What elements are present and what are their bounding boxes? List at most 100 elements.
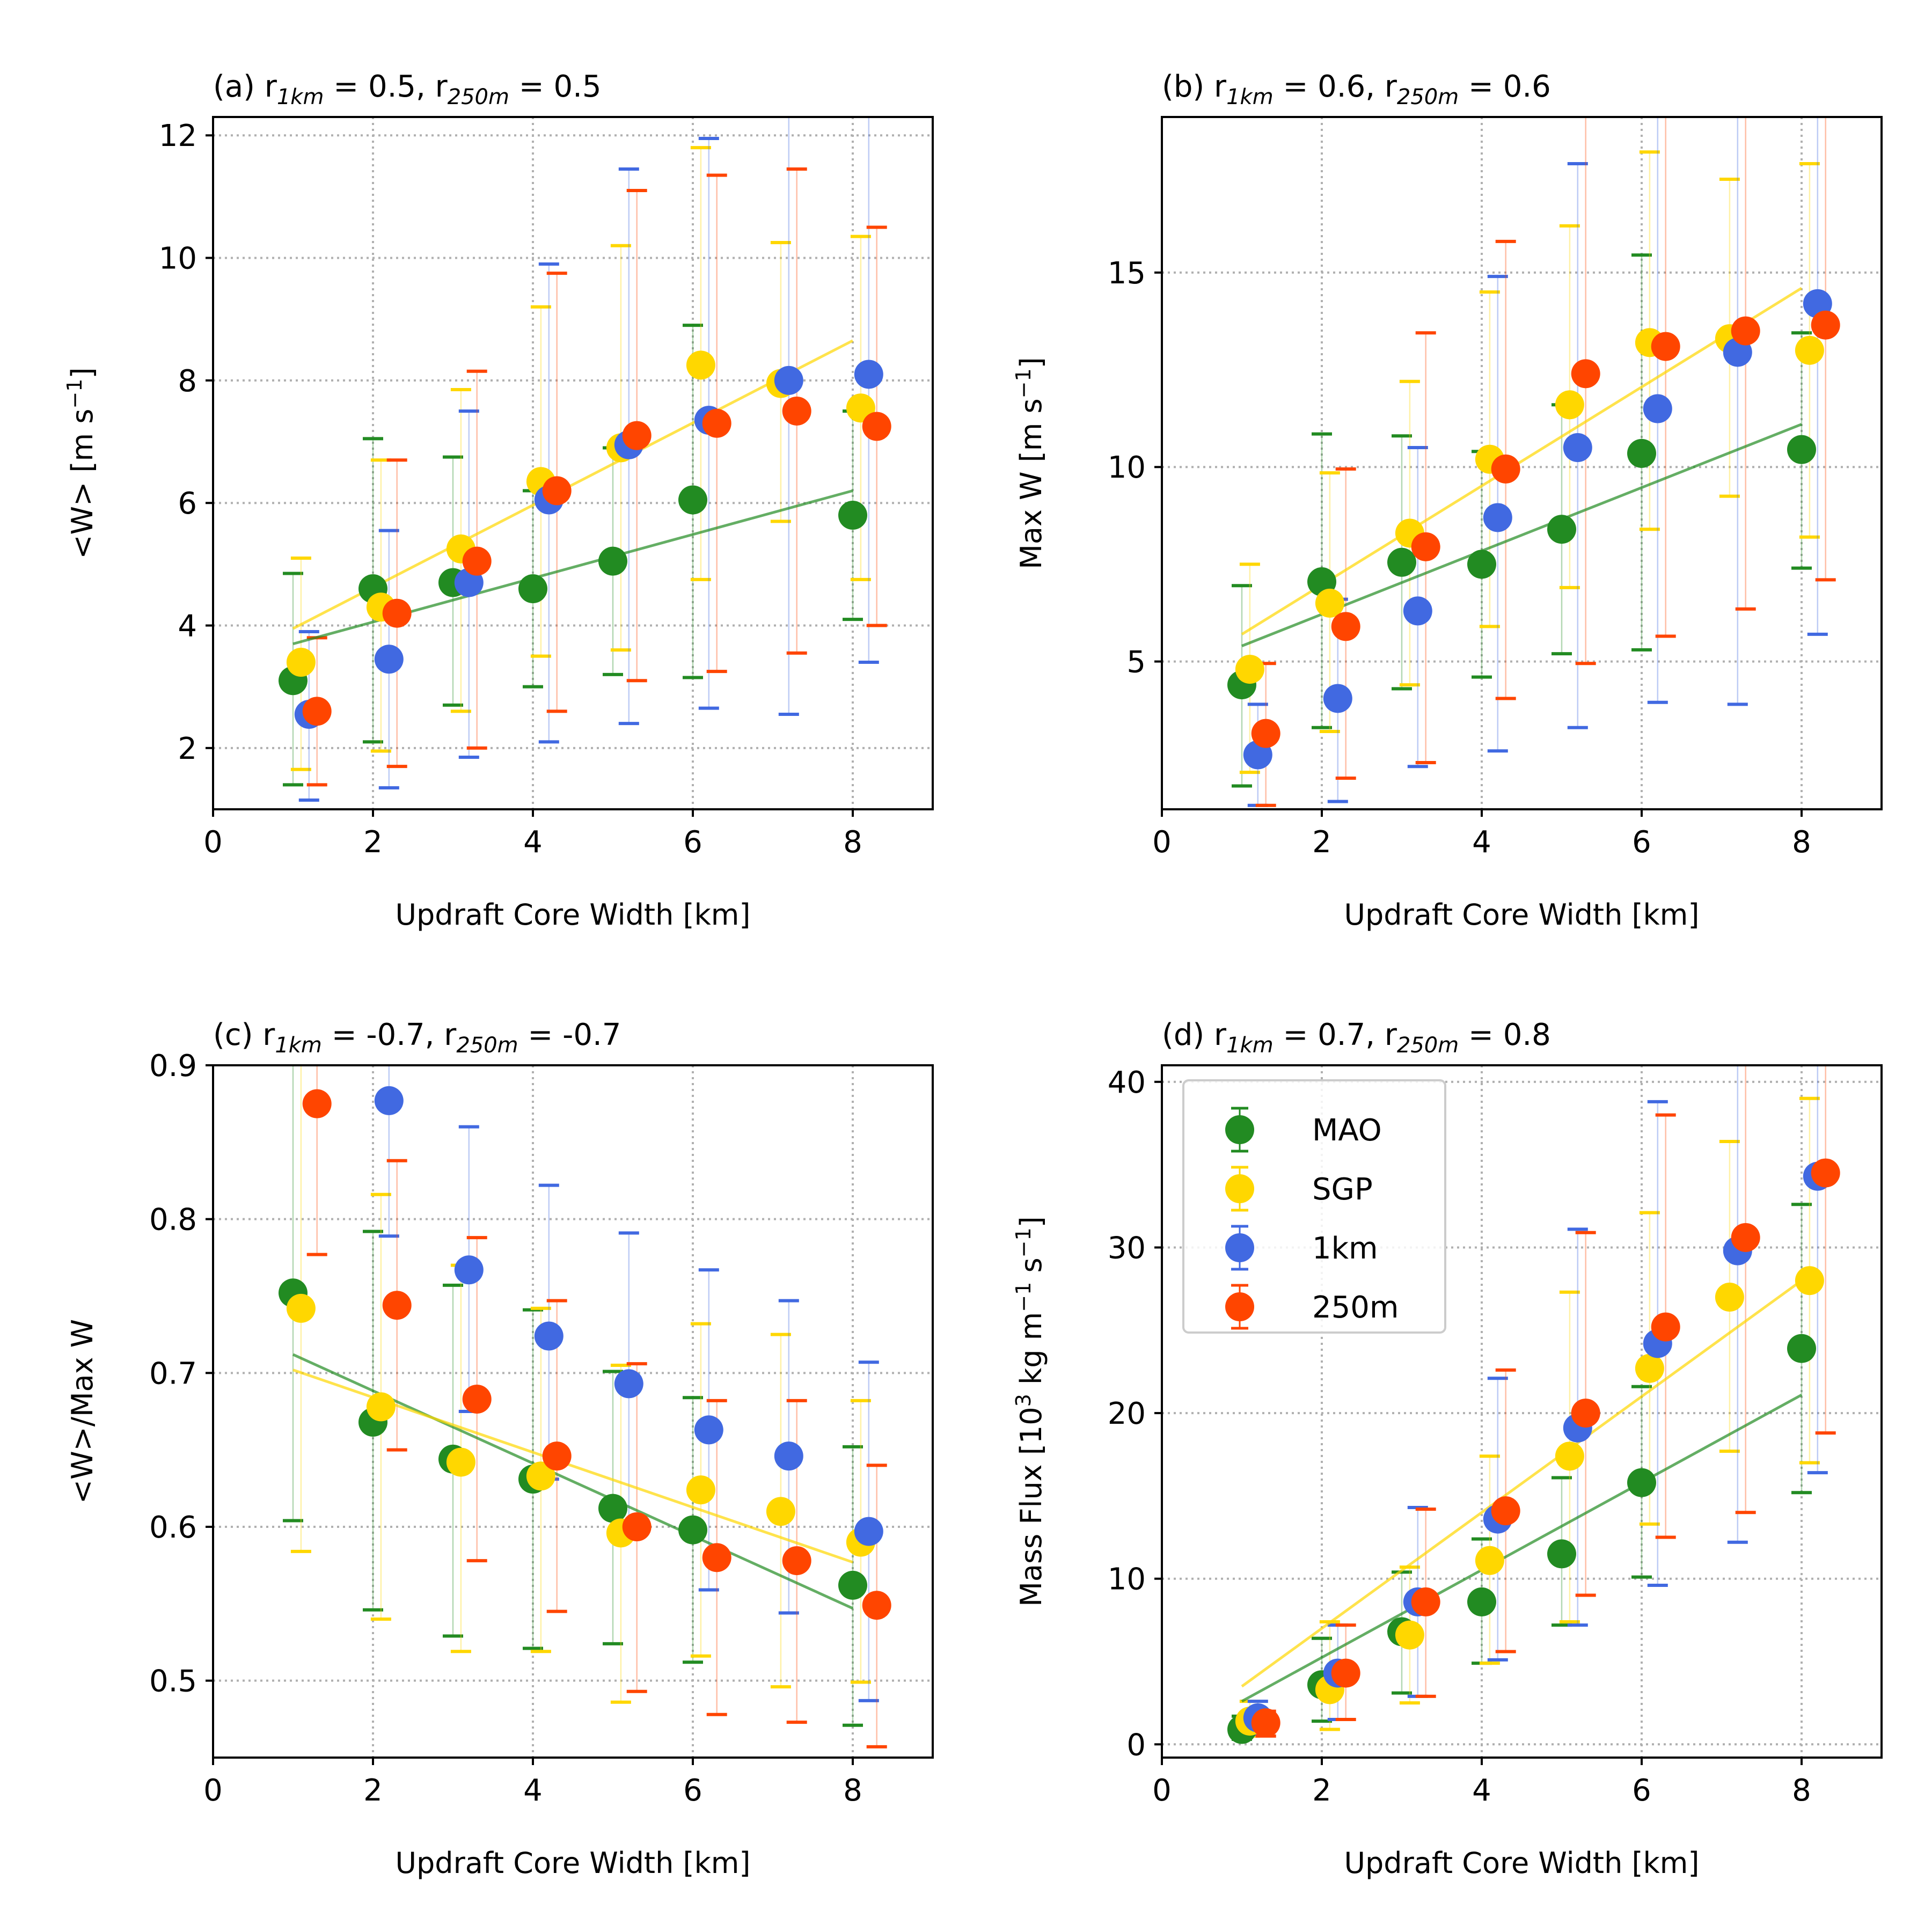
data-point-250m xyxy=(862,1591,891,1620)
data-point-1km xyxy=(774,1441,803,1471)
x-axis-label: Updraft Core Width [km] xyxy=(396,898,751,932)
data-point-250m xyxy=(1571,1399,1600,1428)
data-point-1km xyxy=(774,365,803,395)
y-label-superscript: −1 xyxy=(1012,1227,1035,1257)
x-axis-label: Updraft Core Width [km] xyxy=(1344,1846,1700,1880)
x-tick-label: 4 xyxy=(523,1773,543,1808)
y-tick-label: 40 xyxy=(1108,1065,1146,1100)
data-point-SGP xyxy=(1715,1283,1744,1312)
data-point-250m xyxy=(1251,719,1280,748)
y-tick-label: 0.7 xyxy=(149,1356,197,1391)
data-point-SGP xyxy=(526,1461,555,1491)
data-point-SGP xyxy=(366,1392,396,1422)
y-tick-label: 2 xyxy=(178,731,197,766)
x-axis-label: Updraft Core Width [km] xyxy=(1344,898,1700,932)
title-subscript: 250m xyxy=(1397,1033,1459,1058)
y-label-text: ] xyxy=(1014,1216,1048,1227)
axes-frame xyxy=(1161,1064,1883,1759)
x-tick-label: 6 xyxy=(683,825,702,860)
data-point-MAO xyxy=(1467,550,1496,579)
axes-frame xyxy=(212,116,934,810)
title-text: = -0.7 xyxy=(518,1018,621,1052)
data-point-250m xyxy=(702,408,731,438)
data-point-1km xyxy=(1323,684,1352,713)
x-tick-label: 6 xyxy=(1632,825,1651,860)
legend-marker-SGP xyxy=(1225,1174,1254,1203)
data-point-MAO xyxy=(598,546,627,576)
y-tick-label: 20 xyxy=(1108,1396,1146,1431)
data-point-SGP xyxy=(1795,1266,1824,1296)
panel-title: (b) r1km = 0.6, r250m = 0.6 xyxy=(1162,69,1551,109)
title-subscript: 250m xyxy=(1397,85,1459,109)
fit-line-MAO xyxy=(1241,1393,1803,1703)
data-point-MAO xyxy=(1387,547,1416,577)
data-point-MAO xyxy=(1547,515,1576,544)
data-point-250m xyxy=(1811,310,1840,340)
data-point-1km xyxy=(374,645,404,674)
plot-area xyxy=(1227,1065,1840,1744)
plot-area xyxy=(279,117,891,802)
data-point-250m xyxy=(302,697,332,726)
y-label-text: ] xyxy=(1014,357,1048,368)
data-point-250m xyxy=(1651,332,1680,361)
legend-label-MAO: MAO xyxy=(1312,1113,1382,1148)
panel-title: (a) r1km = 0.5, r250m = 0.5 xyxy=(213,69,602,109)
y-tick-label: 0.6 xyxy=(149,1510,197,1545)
legend-label-250m: 250m xyxy=(1312,1290,1399,1325)
data-point-1km xyxy=(854,360,883,389)
title-subscript: 250m xyxy=(448,85,509,109)
data-point-MAO xyxy=(1787,1334,1816,1363)
y-tick-label: 0 xyxy=(1126,1728,1146,1762)
data-point-MAO xyxy=(1787,435,1816,464)
title-subscript: 1km xyxy=(277,85,324,109)
data-point-250m xyxy=(1731,316,1760,346)
panel-c: 0 2 4 6 8 0.5 0.6 0.7 0.8 0.9 (c) r1km = -0.7, r25… xyxy=(65,1018,934,1880)
data-point-250m xyxy=(1491,454,1520,484)
title-text: (b) r xyxy=(1162,69,1227,104)
x-tick-label: 0 xyxy=(1152,1773,1172,1808)
panel-title: (d) r1km = 0.7, r250m = 0.8 xyxy=(1162,1018,1551,1058)
axes-frame xyxy=(212,1064,934,1759)
data-point-250m xyxy=(622,1512,652,1541)
data-point-1km xyxy=(454,1255,484,1285)
data-point-250m xyxy=(622,421,652,450)
title-text: = 0.6 xyxy=(1459,69,1551,104)
title-text: (d) r xyxy=(1162,1018,1227,1052)
data-point-250m xyxy=(382,1291,412,1320)
data-point-1km xyxy=(534,1321,564,1351)
x-tick-label: 6 xyxy=(683,1773,702,1808)
x-tick-label: 8 xyxy=(1792,825,1811,860)
data-point-SGP xyxy=(1555,390,1584,420)
data-point-SGP xyxy=(1555,1441,1584,1471)
y-tick-label: 6 xyxy=(178,486,197,521)
data-point-1km xyxy=(374,1086,404,1115)
y-axis-label: <W> [m s−1] xyxy=(63,367,99,559)
data-point-SGP xyxy=(766,1497,795,1526)
fit-line-SGP xyxy=(1241,1279,1803,1688)
title-subscript: 250m xyxy=(456,1033,518,1058)
data-point-250m xyxy=(862,412,891,441)
data-point-1km xyxy=(1643,394,1672,423)
x-tick-label: 8 xyxy=(1792,1773,1811,1808)
data-point-MAO xyxy=(838,1570,867,1600)
data-point-SGP xyxy=(286,648,316,677)
y-axis-label: Max W [m s−1] xyxy=(1012,357,1048,569)
y-tick-label: 10 xyxy=(1108,1562,1146,1597)
y-tick-label: 4 xyxy=(178,609,197,644)
data-point-250m xyxy=(542,1441,572,1471)
data-point-250m xyxy=(1811,1158,1840,1188)
data-point-250m xyxy=(462,1385,492,1414)
legend-marker-250m xyxy=(1225,1292,1254,1321)
data-point-250m xyxy=(1411,1587,1440,1616)
y-label-superscript: 3 xyxy=(1012,1394,1035,1407)
x-tick-label: 8 xyxy=(843,825,862,860)
y-label-text: <W>/Max W xyxy=(65,1319,99,1504)
y-label-text: ] xyxy=(65,367,99,378)
x-tick-label: 4 xyxy=(523,825,543,860)
data-point-1km xyxy=(694,1415,723,1445)
y-tick-label: 10 xyxy=(159,241,197,276)
y-label-text: kg m xyxy=(1014,1312,1048,1394)
title-text: (a) r xyxy=(213,69,277,104)
data-point-250m xyxy=(1331,612,1360,641)
